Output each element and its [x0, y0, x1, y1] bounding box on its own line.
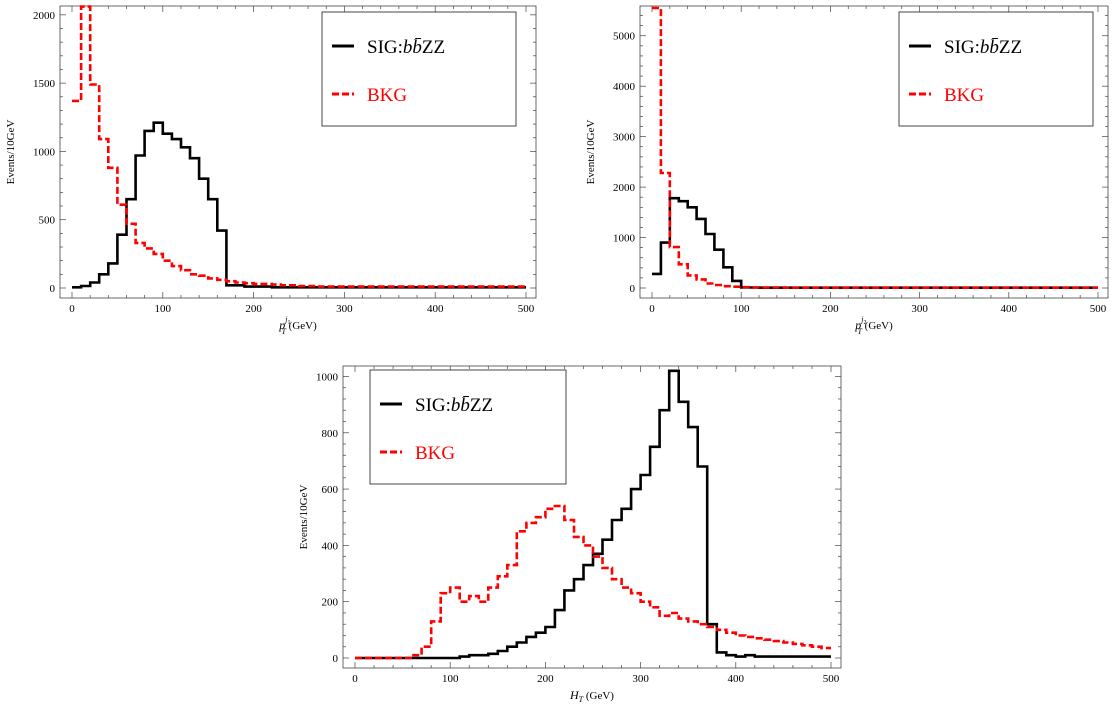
plot-frame — [639, 5, 1109, 299]
x-tick-label: 300 — [632, 673, 649, 685]
y-tick-label: 2000 — [613, 182, 636, 194]
chart-pt-j2: 0 100 200 300 400 500010002000300040005000Eve… — [585, 5, 1109, 336]
x-tick-label: 400 — [427, 303, 444, 315]
x-tick-label: 100 — [442, 673, 459, 685]
background-series-line — [652, 6, 1098, 289]
legend-box — [898, 11, 1094, 127]
x-tick-label: 100 — [733, 303, 750, 315]
x-tick-label: 0 — [649, 303, 655, 315]
x-tick-label: 300 — [911, 303, 928, 315]
y-axis-label: Events/10GeV — [585, 120, 597, 185]
x-tick-label: 200 — [822, 303, 839, 315]
y-tick-label: 4000 — [613, 81, 636, 93]
y-tick-label: 0 — [50, 283, 56, 295]
chart-pt-j1: 0 100 200 300 400 500 0 500 1000 1500 2000 Events/1… — [5, 5, 537, 336]
y-tick-label: 1000 — [33, 146, 56, 158]
background-series-line — [72, 5, 526, 288]
signal-series-line — [355, 369, 831, 660]
legend-label: BKG — [944, 85, 984, 106]
y-tick-label: 3000 — [613, 132, 636, 144]
y-axis-label: Events/10GeV — [5, 120, 17, 185]
y-tick-label: 1000 — [316, 371, 339, 383]
x-tick-label: 200 — [245, 303, 262, 315]
y-tick-label: 600 — [322, 484, 339, 496]
x-tick-label: 400 — [728, 673, 745, 685]
y-tick-label: 1500 — [33, 78, 56, 90]
legend-box — [369, 369, 567, 485]
x-tick-label: 0 — [352, 673, 358, 685]
x-axis-label: HT (GeV) — [569, 688, 614, 704]
plot-frame — [59, 5, 537, 299]
legend-box — [321, 11, 517, 127]
plot-frame — [342, 365, 842, 669]
x-tick-label: 100 — [155, 303, 172, 315]
y-tick-label: 0 — [333, 653, 339, 665]
y-axis-label: Events/10GeV — [298, 485, 310, 550]
background-series-line — [355, 504, 831, 660]
y-tick-label: 200 — [322, 597, 339, 609]
y-tick-label: 2000 — [33, 10, 56, 22]
y-tick-label: 800 — [322, 428, 339, 440]
x-tick-label: 0 — [69, 303, 75, 315]
x-tick-label: 500 — [518, 303, 535, 315]
y-tick-label: 0 — [630, 283, 636, 295]
legend-label: BKG — [415, 443, 455, 464]
x-tick-label: 500 — [823, 673, 840, 685]
chart-ht: 0 100 200 300 400 500 0 200 400 600 800 1000 Events/… — [298, 365, 842, 704]
x-tick-label: 400 — [1001, 303, 1018, 315]
legend-label: SIG:bb̄ZZ — [944, 37, 1022, 58]
legend-label: SIG:bb̄ZZ — [415, 395, 493, 416]
legend-label: SIG:bb̄ZZ — [367, 37, 445, 58]
y-tick-label: 400 — [322, 540, 339, 552]
x-axis-label: pj2 T (GeV) — [854, 315, 893, 336]
x-axis-label: pj1 T (GeV) — [278, 315, 317, 336]
y-tick-label: 500 — [39, 215, 56, 227]
legend-label: BKG — [367, 85, 407, 106]
y-tick-label: 1000 — [613, 233, 636, 245]
x-tick-label: 300 — [336, 303, 353, 315]
signal-series-line — [72, 121, 526, 289]
x-tick-label: 500 — [1090, 303, 1107, 315]
x-tick-label: 200 — [537, 673, 554, 685]
y-tick-label: 5000 — [613, 31, 636, 43]
signal-series-line — [652, 196, 1098, 289]
